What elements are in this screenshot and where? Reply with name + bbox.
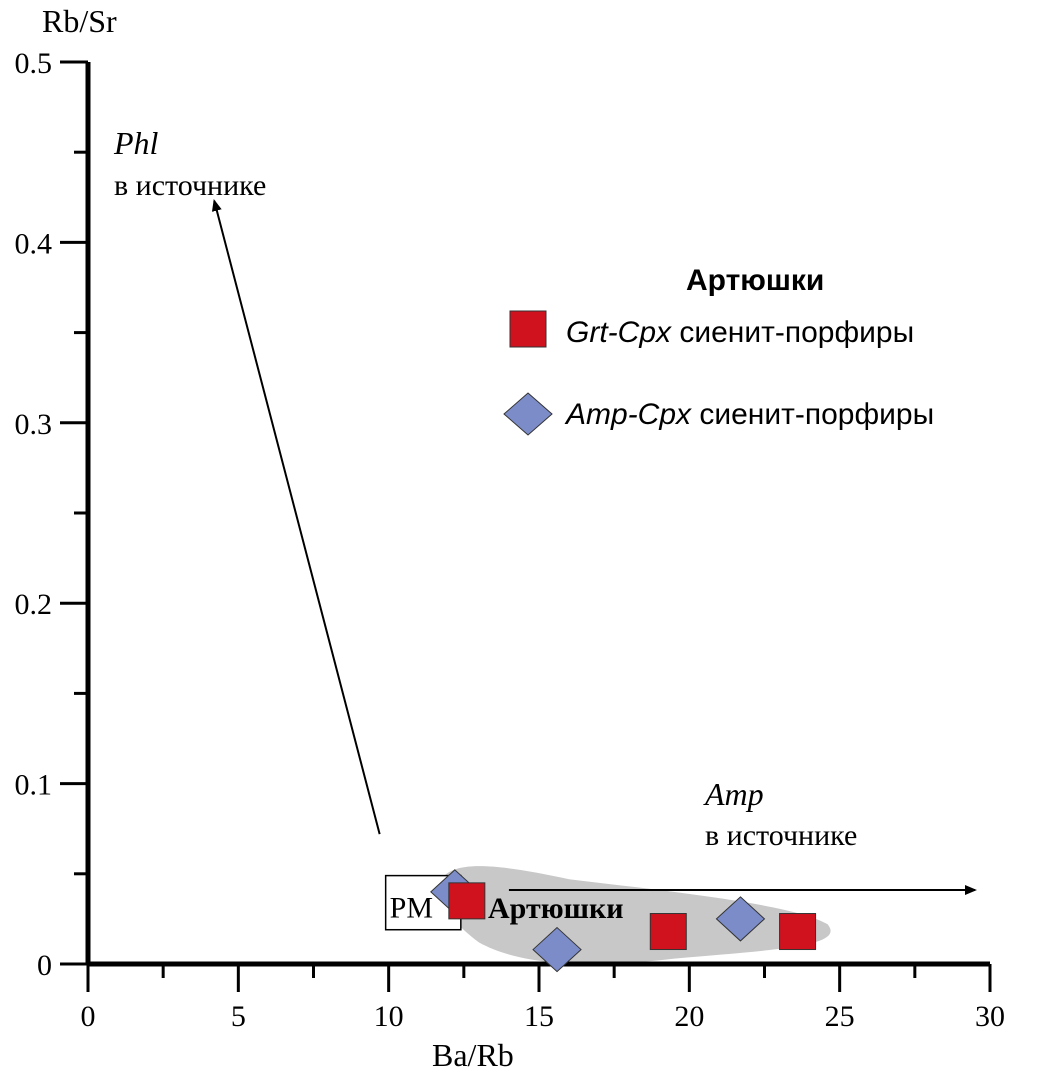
legend-entry-amp-cpx-italic: Amp-Cpx xyxy=(564,398,692,431)
x-tick-label: 15 xyxy=(524,1000,554,1033)
legend-entry-grt-cpx-text: сиенит-порфиры xyxy=(671,316,914,349)
y-tick-label: 0.1 xyxy=(15,769,53,802)
x-tick-label: 25 xyxy=(825,1000,855,1033)
y-tick-label: 0.2 xyxy=(15,588,53,621)
amp-annotation-mineral: Amp xyxy=(703,776,764,812)
data-point-diamond xyxy=(715,896,766,942)
data-point-diamond xyxy=(532,926,582,973)
y-tick-label: 0.5 xyxy=(15,47,53,80)
legend-square-marker xyxy=(509,310,547,348)
legend-entry-grt-cpx: Grt-Cpx сиенит-порфиры xyxy=(566,316,914,349)
x-tick-label: 20 xyxy=(674,1000,704,1033)
phl-annotation-mineral: Phl xyxy=(113,125,159,161)
data-point-square xyxy=(448,882,486,920)
x-tick-label: 30 xyxy=(975,1000,1005,1033)
y-ticks: 0 0.1 0.2 0.3 0.4 0.5 xyxy=(15,47,88,982)
y-tick-label: 0.4 xyxy=(15,227,53,260)
x-ticks: 0 5 10 15 20 25 30 xyxy=(81,964,1005,1033)
x-tick-label: 0 xyxy=(81,1000,96,1033)
legend-title: Артюшки xyxy=(686,264,824,297)
y-tick-label: 0 xyxy=(37,949,52,982)
legend-entry-amp-cpx-text: сиенит-порфиры xyxy=(691,398,934,431)
data-point-square xyxy=(779,913,817,951)
phl-arrow xyxy=(211,198,381,835)
y-tick-label: 0.3 xyxy=(15,408,53,441)
field-label: Артюшки xyxy=(488,892,624,925)
legend: Артюшки Grt-Cpx сиенит-порфиры Amp-Cpx с… xyxy=(503,264,934,436)
x-axis-title: Ba/Rb xyxy=(432,1037,514,1073)
x-tick-label: 5 xyxy=(231,1000,246,1033)
amp-annotation-text: в источнике xyxy=(705,819,857,852)
legend-diamond-marker xyxy=(503,392,553,436)
pm-label: PM xyxy=(390,892,433,925)
y-axis-title: Rb/Sr xyxy=(42,3,117,39)
legend-entry-grt-cpx-italic: Grt-Cpx xyxy=(566,316,672,349)
phl-annotation-text: в источнике xyxy=(114,169,266,202)
data-point-square xyxy=(649,913,687,951)
legend-entry-amp-cpx: Amp-Cpx сиенит-порфиры xyxy=(564,398,934,431)
x-tick-label: 10 xyxy=(374,1000,404,1033)
data-points xyxy=(430,869,817,973)
